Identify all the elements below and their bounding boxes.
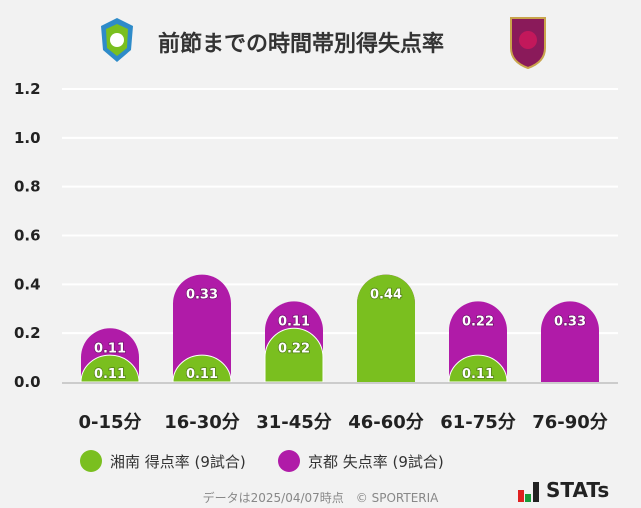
legend-item-shonan: 湘南 得点率 (9試合) (80, 450, 246, 472)
y-tick-label: 0.0 (14, 373, 41, 391)
bar-shonan (357, 274, 415, 382)
y-tick-label: 1.2 (14, 80, 41, 98)
bar-shonan (80, 354, 140, 383)
x-tick-label: 46-60分 (348, 412, 424, 433)
y-tick-label: 0.8 (14, 178, 41, 196)
bar-shonan (448, 354, 508, 383)
data-label-shonan: 0.22 (278, 341, 310, 356)
legend-label: 湘南 得点率 (9試合) (110, 452, 246, 471)
legend-swatch (278, 450, 300, 472)
legend-swatch (80, 450, 102, 472)
bar-kyoto (541, 301, 599, 382)
footer-note: データは2025/04/07時点 © SPORTERIA (202, 491, 439, 505)
x-tick-label: 16-30分 (164, 412, 240, 433)
bar-chart: 0.0 0.2 0.4 0.6 0.8 1.0 1.2 0.11 0.11 0-15分 0.33 0.… (14, 80, 618, 433)
data-label-shonan: 0.44 (370, 288, 402, 303)
bar-shonan (264, 327, 324, 383)
x-tick-label: 61-75分 (440, 412, 516, 433)
stats-brand-text: STATs (546, 478, 610, 502)
x-tick-label: 76-90分 (532, 412, 608, 433)
data-label-shonan: 0.11 (186, 367, 218, 382)
x-tick-label: 31-45分 (256, 412, 332, 433)
data-label-shonan: 0.11 (94, 367, 126, 382)
bar-shonan (172, 354, 232, 383)
data-label-shonan: 0.11 (462, 367, 494, 382)
chart-title: 前節までの時間帯別得失点率 (158, 32, 445, 57)
shonan-logo (98, 16, 136, 68)
y-tick-label: 0.6 (14, 227, 41, 245)
kyoto-sanga-logo (508, 12, 548, 74)
y-tick-label: 0.2 (14, 324, 41, 342)
data-label-kyoto: 0.22 (462, 314, 494, 329)
x-tick-label: 0-15分 (78, 412, 141, 433)
legend-item-kyoto: 京都 失点率 (9試合) (278, 450, 444, 472)
bar-kyoto (173, 274, 231, 382)
stats-logo-icon (518, 482, 539, 502)
y-tick-label: 1.0 (14, 129, 41, 147)
data-label-kyoto: 0.11 (278, 314, 310, 329)
data-label-kyoto: 0.11 (94, 341, 126, 356)
data-label-kyoto: 0.33 (186, 288, 218, 303)
data-label-kyoto: 0.33 (554, 314, 586, 329)
y-tick-label: 0.4 (14, 275, 41, 293)
stats-brand: STATs (518, 478, 609, 502)
legend-label: 京都 失点率 (9試合) (308, 452, 444, 471)
